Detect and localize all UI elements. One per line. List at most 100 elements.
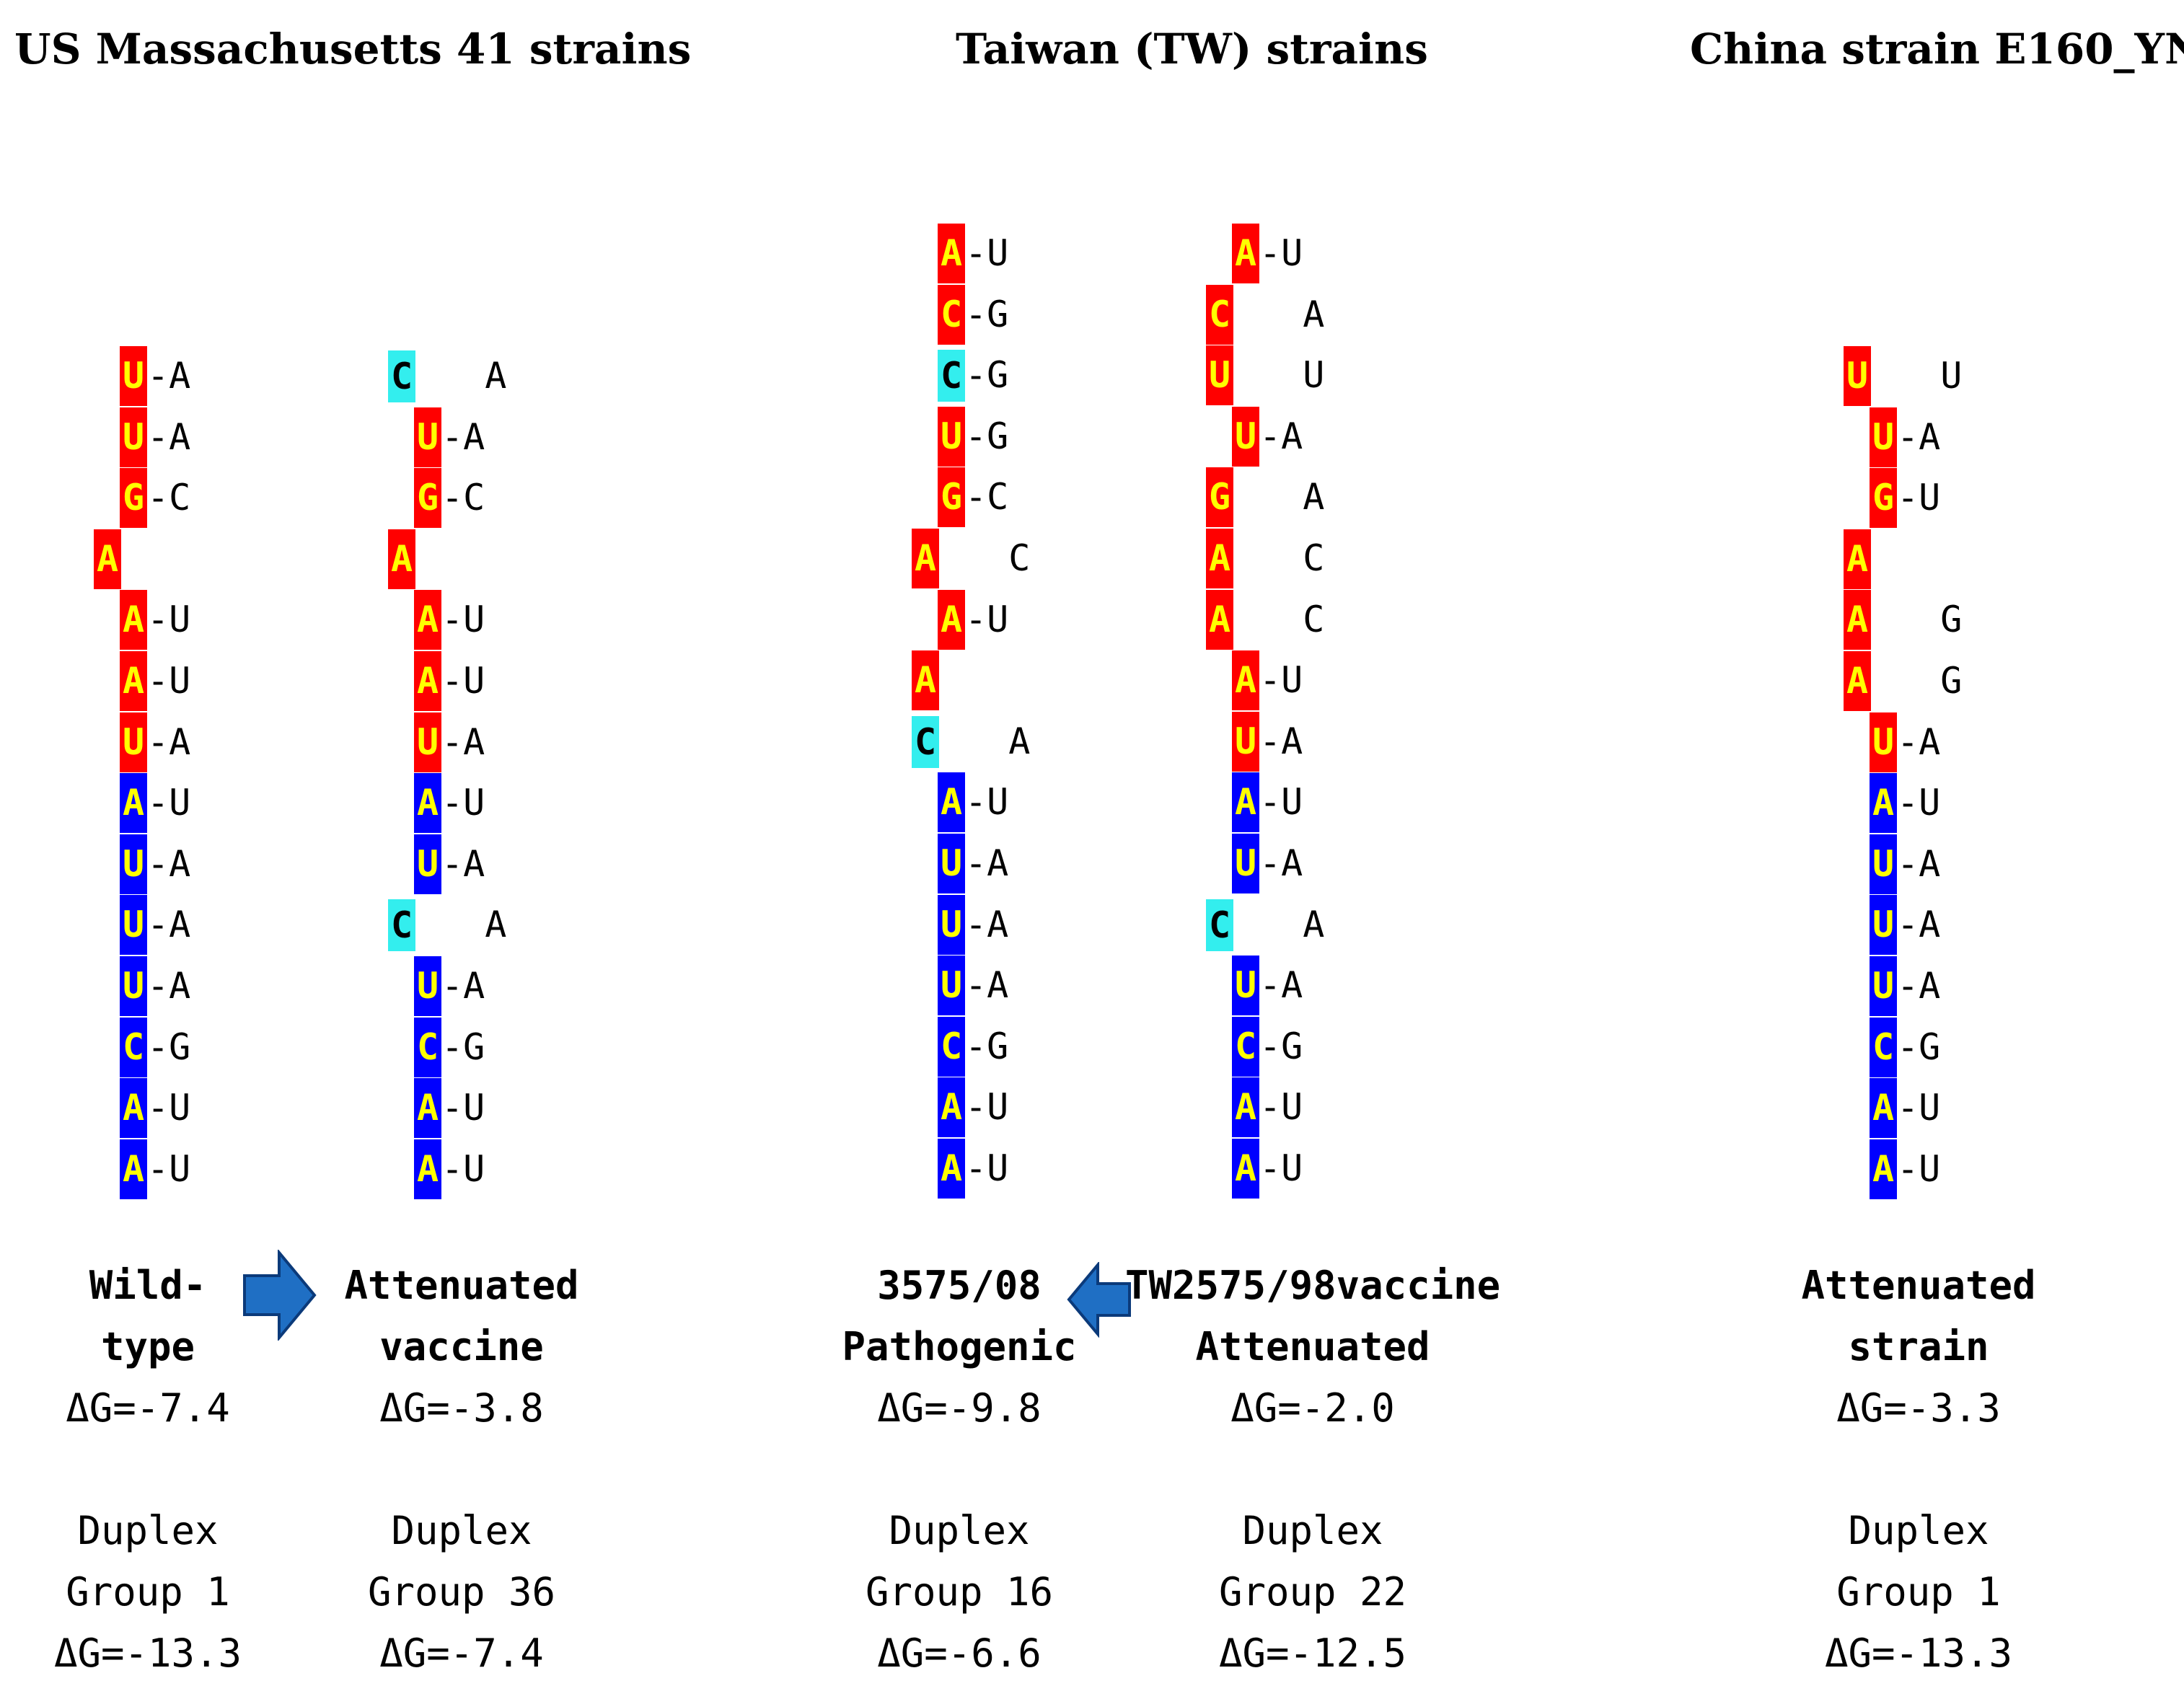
nucleotide-red: A: [1844, 590, 1871, 650]
nucleotide-blue: A: [1232, 1077, 1259, 1138]
base-pair-partner: -U: [1897, 477, 1941, 519]
strain-label-line: Wild-: [89, 1263, 207, 1308]
base-pair-partner: -U: [441, 1147, 485, 1190]
base-pair-partner: -U: [441, 599, 485, 641]
nucleotide-cyan: C: [1206, 899, 1233, 951]
duplex-free-energy-value: ΔG=-6.6: [877, 1630, 1042, 1676]
base-pair-partner: -C: [147, 477, 191, 519]
base-pair-partner: -A: [1897, 415, 1941, 458]
nucleotide-blue: C: [938, 1016, 965, 1077]
base-pair-partner: -U: [147, 782, 191, 824]
base-pair-partner: -C: [441, 477, 485, 519]
nucleotide-blue: U: [120, 956, 147, 1016]
duplex-group-text: Group 16: [865, 1569, 1054, 1615]
base-pair-partner: A: [965, 720, 1031, 762]
base-pair-partner: -U: [441, 782, 485, 824]
nucleotide-blue: A: [120, 773, 147, 834]
base-pair-partner: C: [965, 537, 1031, 579]
strain-label-line: 3575/08: [877, 1263, 1042, 1308]
nucleotide-red: C: [938, 284, 965, 345]
base-pair-partner: -U: [441, 660, 485, 702]
duplex-text: Duplex: [889, 1508, 1030, 1553]
base-pair-partner: -U: [1259, 659, 1303, 702]
base-pair-partner: G: [1897, 660, 1963, 702]
nucleotide-red: A: [912, 529, 939, 588]
nucleotide-red: A: [414, 651, 441, 711]
base-pair-partner: -U: [1897, 1147, 1941, 1190]
nucleotide-cyan: C: [912, 715, 939, 768]
nucleotide-blue: U: [938, 956, 965, 1016]
strain-label-line: TW2575/98vaccine: [1125, 1263, 1501, 1308]
nucleotide-red: U: [1232, 711, 1259, 772]
nucleotide-blue: U: [1870, 956, 1897, 1016]
base-pair-partner: C: [1259, 598, 1325, 640]
label-us-attenuated-vaccine: Attenuated vaccine ΔG=-3.8 Duplex Group …: [325, 1255, 599, 1684]
arrow-right-icon: [243, 1250, 317, 1341]
base-pair-partner: C: [1259, 537, 1325, 579]
base-pair-partner: -A: [1259, 415, 1303, 457]
nucleotide-blue: A: [414, 1078, 441, 1139]
nucleotide-blue: A: [938, 1077, 965, 1138]
strain-label-line: Attenuated: [344, 1263, 579, 1308]
nucleotide-red: A: [1844, 529, 1871, 589]
strain-label-line: Attenuated: [1801, 1263, 2036, 1308]
strain-label-line: strain: [1848, 1324, 1989, 1369]
base-pair-partner: -G: [965, 293, 1009, 335]
free-energy-value: ΔG=-2.0: [1230, 1385, 1395, 1431]
duplex-group-text: Group 1: [1836, 1569, 2001, 1615]
nucleotide-blue: C: [120, 1017, 147, 1077]
nucleotide-blue: U: [1870, 895, 1897, 956]
duplex-free-energy-value: ΔG=-13.3: [53, 1630, 242, 1676]
base-pair-partner: -U: [147, 1087, 191, 1129]
nucleotide-red: A: [1232, 224, 1259, 283]
base-pair-partner: -U: [965, 781, 1009, 824]
nucleotide-red: U: [1232, 406, 1259, 467]
base-pair-partner: -A: [1897, 904, 1941, 946]
nucleotide-red: A: [1206, 589, 1233, 650]
free-energy-value: ΔG=-7.4: [66, 1385, 230, 1431]
nucleotide-red: U: [1870, 407, 1897, 467]
nucleotide-blue: U: [938, 894, 965, 955]
base-pair-partner: -G: [147, 1025, 191, 1068]
nucleotide-red: A: [388, 529, 415, 589]
duplex-group-text: Group 1: [66, 1569, 230, 1615]
base-pair-partner: -G: [965, 415, 1009, 457]
base-pair-partner: -A: [965, 964, 1009, 1007]
nucleotide-red: A: [1232, 650, 1259, 711]
nucleotide-blue: U: [938, 834, 965, 893]
base-pair-partner: -G: [965, 354, 1009, 397]
base-pair-partner: U: [1897, 355, 1963, 397]
base-pair-partner: -U: [147, 1147, 191, 1190]
duplex-group-text: Group 36: [367, 1569, 556, 1615]
base-pair-partner: -A: [1259, 964, 1303, 1007]
nucleotide-blue: A: [120, 1139, 147, 1199]
nucleotide-red: U: [120, 712, 147, 772]
base-pair-partner: -A: [1897, 965, 1941, 1007]
nucleotide-red: U: [1844, 346, 1871, 406]
base-pair-partner: -U: [1897, 782, 1941, 824]
base-pair-partner: -A: [147, 415, 191, 458]
duplex-text: Duplex: [1242, 1508, 1383, 1553]
base-pair-partner: -A: [441, 842, 485, 885]
base-pair-partner: -U: [965, 1086, 1009, 1129]
nucleotide-red: U: [120, 407, 147, 467]
base-pair-partner: -U: [1259, 781, 1303, 824]
base-pair-partner: -A: [147, 965, 191, 1007]
base-pair-partner: A: [441, 355, 507, 397]
duplex-free-energy-value: ΔG=-12.5: [1218, 1630, 1407, 1676]
base-pair-partner: -A: [147, 355, 191, 397]
nucleotide-red: G: [938, 467, 965, 528]
free-energy-value: ΔG=-9.8: [877, 1385, 1042, 1431]
nucleotide-blue: A: [938, 772, 965, 833]
nucleotide-red: U: [414, 407, 441, 467]
nucleotide-red: A: [1844, 651, 1871, 711]
nucleotide-red: A: [912, 650, 939, 711]
base-pair-partner: -U: [1259, 1086, 1303, 1129]
duplex-text: Duplex: [1848, 1508, 1989, 1553]
nucleotide-blue: A: [1232, 772, 1259, 833]
nucleotide-red: U: [120, 346, 147, 406]
duplex-group-text: Group 22: [1218, 1569, 1407, 1615]
base-pair-partner: -G: [1897, 1025, 1941, 1068]
base-pair-partner: G: [1897, 599, 1963, 641]
